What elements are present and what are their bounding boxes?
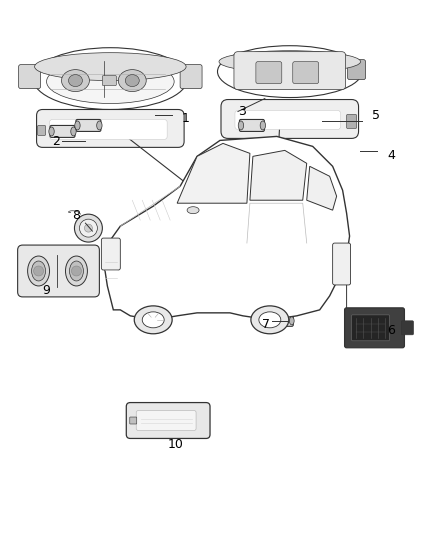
FancyBboxPatch shape — [401, 321, 413, 335]
Ellipse shape — [290, 317, 294, 325]
Ellipse shape — [218, 46, 362, 98]
Ellipse shape — [66, 256, 88, 286]
FancyBboxPatch shape — [256, 62, 282, 84]
Text: 2: 2 — [53, 135, 60, 148]
FancyBboxPatch shape — [136, 410, 196, 431]
Ellipse shape — [260, 121, 265, 130]
Text: 3: 3 — [238, 105, 246, 118]
Ellipse shape — [118, 70, 146, 92]
Ellipse shape — [219, 51, 360, 72]
Text: 5: 5 — [371, 109, 379, 122]
Ellipse shape — [125, 75, 139, 86]
Ellipse shape — [187, 207, 199, 214]
Polygon shape — [307, 166, 337, 210]
Ellipse shape — [32, 261, 46, 281]
Text: 6: 6 — [388, 324, 396, 337]
Circle shape — [85, 224, 92, 232]
Ellipse shape — [142, 312, 164, 328]
Text: 4: 4 — [388, 149, 396, 162]
Ellipse shape — [75, 121, 80, 130]
FancyBboxPatch shape — [126, 402, 210, 439]
Polygon shape — [250, 150, 307, 200]
Ellipse shape — [238, 121, 244, 130]
FancyBboxPatch shape — [352, 315, 389, 341]
Circle shape — [74, 214, 102, 242]
FancyBboxPatch shape — [49, 119, 167, 140]
FancyBboxPatch shape — [76, 119, 101, 132]
Polygon shape — [103, 136, 350, 320]
Ellipse shape — [33, 47, 187, 109]
Ellipse shape — [61, 70, 89, 92]
Text: 9: 9 — [42, 285, 50, 297]
Ellipse shape — [269, 317, 274, 325]
Ellipse shape — [28, 256, 49, 286]
FancyBboxPatch shape — [346, 115, 357, 128]
Ellipse shape — [68, 75, 82, 86]
Text: 8: 8 — [72, 208, 81, 222]
Ellipse shape — [259, 312, 281, 328]
FancyBboxPatch shape — [101, 238, 120, 270]
Ellipse shape — [251, 306, 289, 334]
FancyBboxPatch shape — [221, 100, 359, 139]
FancyBboxPatch shape — [38, 125, 46, 135]
Text: 1: 1 — [182, 112, 190, 125]
FancyBboxPatch shape — [18, 245, 99, 297]
FancyBboxPatch shape — [332, 243, 350, 285]
FancyBboxPatch shape — [234, 52, 346, 90]
FancyBboxPatch shape — [235, 110, 341, 130]
FancyBboxPatch shape — [240, 119, 265, 132]
FancyBboxPatch shape — [19, 64, 41, 88]
FancyBboxPatch shape — [348, 60, 366, 79]
Ellipse shape — [71, 127, 76, 136]
Circle shape — [79, 219, 97, 237]
FancyBboxPatch shape — [345, 308, 404, 348]
FancyBboxPatch shape — [180, 64, 202, 88]
Ellipse shape — [97, 121, 102, 130]
Ellipse shape — [49, 127, 54, 136]
Circle shape — [34, 266, 43, 276]
Polygon shape — [177, 143, 250, 203]
Ellipse shape — [134, 306, 172, 334]
FancyBboxPatch shape — [293, 62, 319, 84]
Ellipse shape — [35, 53, 186, 80]
FancyBboxPatch shape — [270, 316, 293, 326]
Ellipse shape — [46, 60, 174, 103]
FancyBboxPatch shape — [102, 76, 117, 86]
FancyBboxPatch shape — [130, 417, 137, 424]
Circle shape — [71, 266, 81, 276]
Text: 10: 10 — [168, 438, 184, 451]
Text: 7: 7 — [262, 318, 270, 332]
FancyBboxPatch shape — [50, 125, 75, 138]
FancyBboxPatch shape — [37, 109, 184, 148]
Ellipse shape — [70, 261, 83, 281]
